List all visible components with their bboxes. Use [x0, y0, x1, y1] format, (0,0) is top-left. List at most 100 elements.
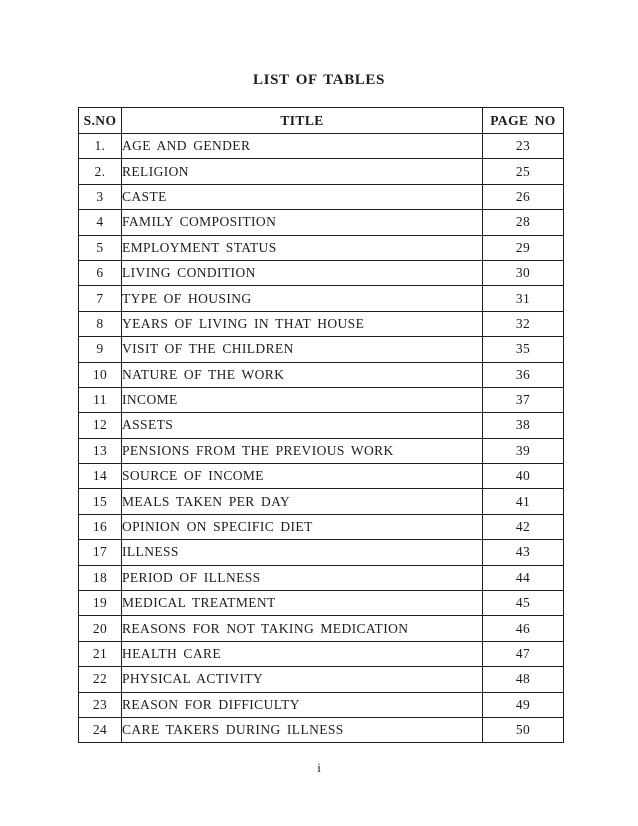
row-page-number: 26 — [482, 183, 564, 211]
row-page-number: 36 — [482, 361, 564, 388]
row-serial-number: 4 — [78, 209, 122, 236]
row-table-title: PENSIONS FROM THE PREVIOUS WORK — [121, 437, 483, 465]
row-serial-number: 22 — [78, 666, 122, 693]
header-title: TITLE — [121, 107, 483, 134]
row-page-number: 30 — [482, 259, 564, 287]
row-page-number: 32 — [482, 310, 564, 338]
row-table-title: RELIGION — [121, 158, 483, 185]
row-serial-number: 19 — [78, 590, 122, 617]
table-header-row: S.NO TITLE PAGE NO — [78, 107, 564, 134]
row-table-title: EMPLOYMENT STATUS — [121, 234, 483, 261]
row-table-title: AGE AND GENDER — [121, 132, 483, 160]
table-row: 22 PHYSICAL ACTIVITY 48 — [78, 666, 564, 693]
row-page-number: 42 — [482, 513, 564, 541]
row-serial-number: 2. — [78, 158, 122, 185]
row-serial-number: 16 — [78, 513, 122, 541]
row-serial-number: 20 — [78, 615, 122, 642]
table-row: 7 TYPE OF HOUSING 31 — [78, 285, 564, 312]
row-serial-number: 14 — [78, 463, 122, 490]
row-serial-number: 17 — [78, 539, 122, 566]
row-serial-number: 11 — [78, 386, 122, 414]
row-serial-number: 3 — [78, 183, 122, 211]
table-row: 15 MEALS TAKEN PER DAY 41 — [78, 488, 564, 515]
row-page-number: 43 — [482, 539, 564, 566]
row-table-title: PERIOD OF ILLNESS — [121, 564, 483, 592]
row-page-number: 39 — [482, 437, 564, 465]
row-table-title: VISIT OF THE CHILDREN — [121, 336, 483, 363]
row-page-number: 47 — [482, 640, 564, 668]
row-page-number: 48 — [482, 666, 564, 693]
row-serial-number: 13 — [78, 437, 122, 465]
table-row: 2. RELIGION 25 — [78, 158, 564, 185]
row-table-title: NATURE OF THE WORK — [121, 361, 483, 388]
table-row: 11 INCOME 37 — [78, 386, 564, 414]
row-table-title: CARE TAKERS DURING ILLNESS — [121, 716, 483, 744]
row-table-title: OPINION ON SPECIFIC DIET — [121, 513, 483, 541]
table-row: 5 EMPLOYMENT STATUS 29 — [78, 234, 564, 261]
row-page-number: 35 — [482, 336, 564, 363]
table-row: 18 PERIOD OF ILLNESS 44 — [78, 564, 564, 592]
row-serial-number: 18 — [78, 564, 122, 592]
row-table-title: ILLNESS — [121, 539, 483, 566]
table-row: 24 CARE TAKERS DURING ILLNESS 50 — [78, 716, 564, 744]
table-row: 14 SOURCE OF INCOME 40 — [78, 463, 564, 490]
row-table-title: MEDICAL TREATMENT — [121, 590, 483, 617]
row-page-number: 46 — [482, 615, 564, 642]
row-serial-number: 5 — [78, 234, 122, 261]
row-serial-number: 10 — [78, 361, 122, 388]
row-page-number: 45 — [482, 590, 564, 617]
row-table-title: LIVING CONDITION — [121, 259, 483, 287]
table-row: 9 VISIT OF THE CHILDREN 35 — [78, 336, 564, 363]
table-row: 8 YEARS OF LIVING IN THAT HOUSE 32 — [78, 310, 564, 338]
row-table-title: FAMILY COMPOSITION — [121, 209, 483, 236]
row-table-title: TYPE OF HOUSING — [121, 285, 483, 312]
table-row: 4 FAMILY COMPOSITION 28 — [78, 209, 564, 236]
header-sno: S.NO — [78, 107, 122, 134]
row-serial-number: 21 — [78, 640, 122, 668]
table-row: 13 PENSIONS FROM THE PREVIOUS WORK 39 — [78, 437, 564, 465]
table-row: 20 REASONS FOR NOT TAKING MEDICATION 46 — [78, 615, 564, 642]
row-serial-number: 24 — [78, 716, 122, 744]
table-row: 17 ILLNESS 43 — [78, 539, 564, 566]
table-row: 16 OPINION ON SPECIFIC DIET 42 — [78, 513, 564, 541]
row-page-number: 38 — [482, 412, 564, 439]
row-table-title: YEARS OF LIVING IN THAT HOUSE — [121, 310, 483, 338]
row-table-title: SOURCE OF INCOME — [121, 463, 483, 490]
row-page-number: 25 — [482, 158, 564, 185]
page-title: LIST OF TABLES — [253, 72, 385, 88]
table-row: 23 REASON FOR DIFFICULTY 49 — [78, 691, 564, 718]
row-table-title: CASTE — [121, 183, 483, 211]
table-row: 10 NATURE OF THE WORK 36 — [78, 361, 564, 388]
row-table-title: PHYSICAL ACTIVITY — [121, 666, 483, 693]
table-row: 19 MEDICAL TREATMENT 45 — [78, 590, 564, 617]
table-row: 21 HEALTH CARE 47 — [78, 640, 564, 668]
row-page-number: 31 — [482, 285, 564, 312]
row-serial-number: 9 — [78, 336, 122, 363]
row-page-number: 28 — [482, 209, 564, 236]
table-row: 3 CASTE 26 — [78, 183, 564, 211]
list-of-tables-table: S.NO TITLE PAGE NO 1. AGE AND GENDER 23 … — [78, 107, 564, 744]
row-page-number: 29 — [482, 234, 564, 261]
row-page-number: 49 — [482, 691, 564, 718]
table-row: 12 ASSETS 38 — [78, 412, 564, 439]
table-row: 1. AGE AND GENDER 23 — [78, 132, 564, 160]
row-table-title: REASON FOR DIFFICULTY — [121, 691, 483, 718]
row-serial-number: 7 — [78, 285, 122, 312]
row-table-title: MEALS TAKEN PER DAY — [121, 488, 483, 515]
table-row: 6 LIVING CONDITION 30 — [78, 259, 564, 287]
row-serial-number: 15 — [78, 488, 122, 515]
header-page-no: PAGE NO — [482, 107, 564, 134]
row-serial-number: 12 — [78, 412, 122, 439]
row-page-number: 23 — [482, 132, 564, 160]
row-serial-number: 6 — [78, 259, 122, 287]
row-serial-number: 23 — [78, 691, 122, 718]
row-page-number: 40 — [482, 463, 564, 490]
row-table-title: REASONS FOR NOT TAKING MEDICATION — [121, 615, 483, 642]
row-page-number: 50 — [482, 716, 564, 744]
footer-page-number: i — [317, 760, 321, 775]
row-table-title: ASSETS — [121, 412, 483, 439]
row-page-number: 41 — [482, 488, 564, 515]
row-table-title: HEALTH CARE — [121, 640, 483, 668]
row-serial-number: 8 — [78, 310, 122, 338]
